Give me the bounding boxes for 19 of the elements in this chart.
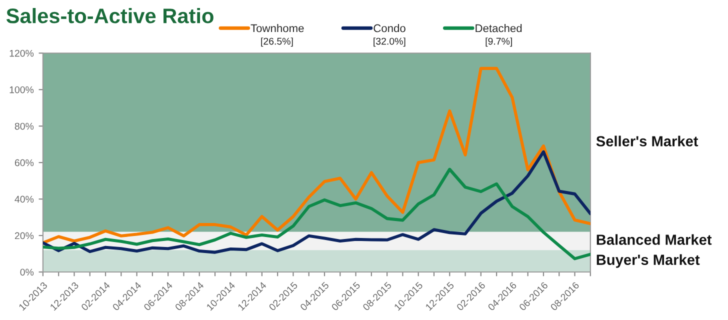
y-tick-label: 20%: [14, 232, 34, 240]
text: [9.7%]: [486, 38, 512, 47]
legend-label: Detached: [476, 24, 522, 32]
line-series: [42, 168, 590, 260]
legend-label: Townhome: [250, 24, 304, 32]
y-tick-label: 0%: [20, 268, 34, 276]
text: [26.5%]: [261, 38, 293, 47]
line-series: [42, 150, 590, 254]
y-tick-label: 120%: [10, 50, 34, 57]
y-tick-label: 40%: [14, 196, 34, 203]
band-label: Balanced Market: [596, 234, 712, 245]
chart-title: Sales-to-Active Ratio: [6, 8, 214, 24]
band-label: Buyer's Market: [596, 254, 700, 268]
legend-label: Condo: [374, 24, 406, 32]
text: [32.0%]: [374, 38, 406, 47]
y-tick-label: 100%: [10, 86, 34, 94]
band-label: Seller's Market: [596, 136, 698, 146]
y-tick-label: 60%: [14, 159, 34, 166]
y-tick-label: 80%: [14, 122, 34, 130]
